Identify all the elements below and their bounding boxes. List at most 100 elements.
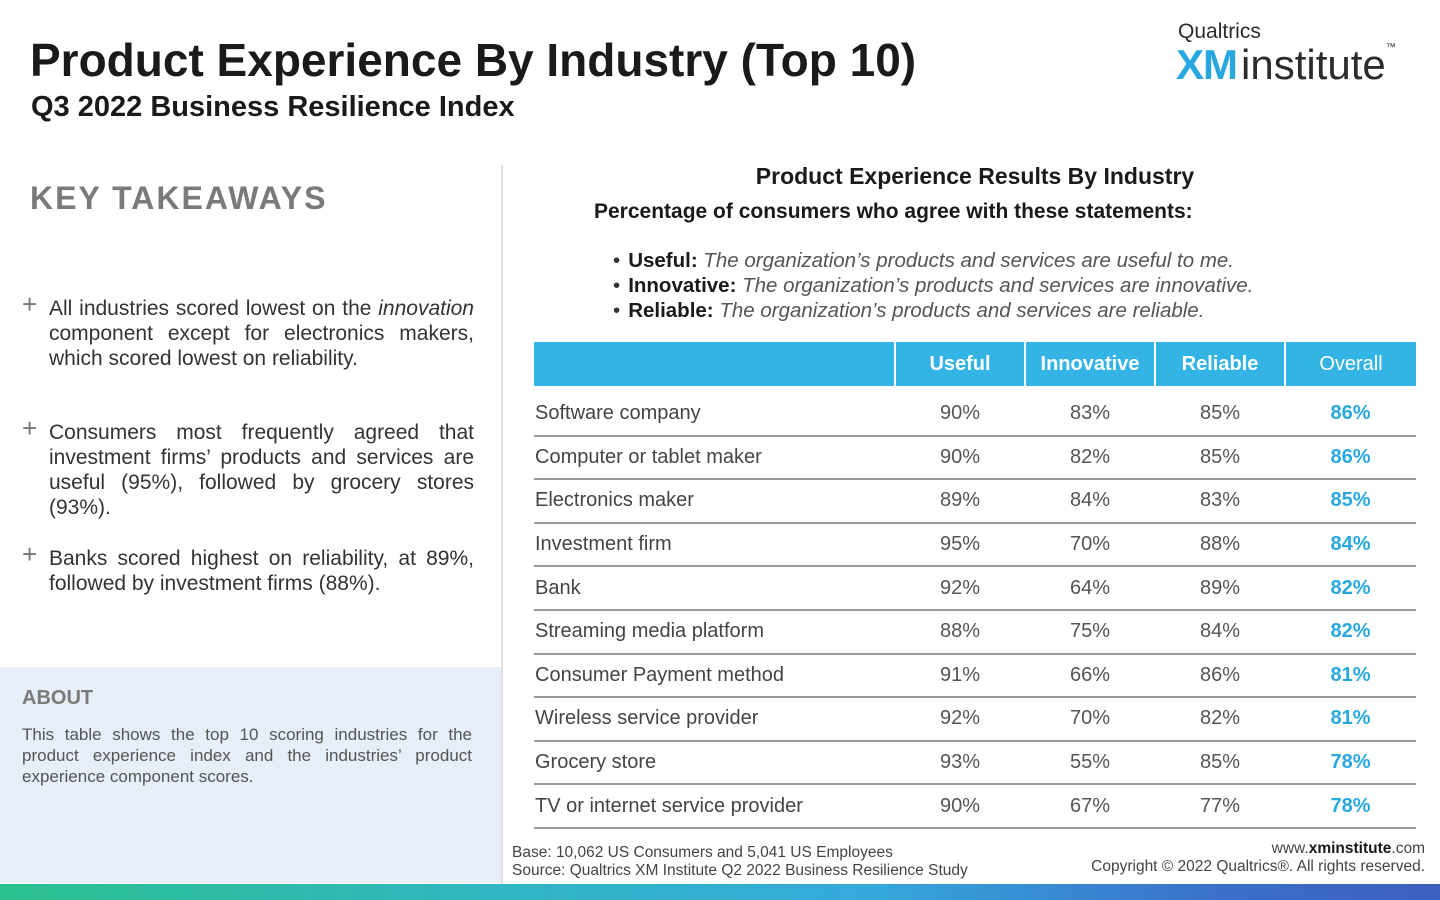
cell-useful: 90%: [895, 435, 1025, 481]
cell-useful: 90%: [895, 392, 1025, 437]
about-heading: ABOUT: [22, 687, 94, 709]
chart-title: Product Experience Results By Industry: [755, 163, 1195, 189]
cell-overall: 82%: [1285, 609, 1416, 655]
table-body: Software company 90% 83% 85% 86% Computer or …: [534, 386, 1416, 829]
cell-industry: TV or internet service provider: [534, 784, 895, 829]
table-row: Wireless service provider 92% 70% 82% 81%: [534, 697, 1416, 742]
table-row: Grocery store 93% 55% 85% 78%: [534, 740, 1416, 786]
definition-useful: • Useful: The organization’s products and…: [613, 249, 1235, 272]
cell-industry: Consumer Payment method: [534, 653, 895, 699]
cell-reliable: 85%: [1155, 435, 1285, 481]
column-header-useful: Useful: [895, 342, 1026, 386]
cell-industry: Electronics maker: [534, 479, 895, 524]
plus-icon: +: [22, 413, 38, 443]
definition-innovative: • Innovative: The organization’s products…: [613, 274, 1254, 297]
vertical-divider: [501, 165, 503, 885]
logo-xm-text: XM: [1176, 41, 1238, 88]
cell-reliable: 84%: [1155, 609, 1285, 655]
cell-industry: Investment firm: [534, 522, 895, 568]
cell-innovative: 64%: [1025, 566, 1155, 611]
plus-icon: +: [22, 289, 38, 319]
cell-innovative: 70%: [1025, 522, 1155, 568]
cell-overall: 84%: [1285, 522, 1416, 568]
column-header-overall: Overall: [1285, 342, 1416, 386]
cell-industry: Computer or tablet maker: [534, 435, 895, 481]
qualtrics-xm-institute-logo: Qualtrics XMinstitute™: [1176, 18, 1426, 88]
cell-industry: Bank: [534, 566, 895, 611]
cell-innovative: 75%: [1025, 609, 1155, 655]
about-text: This table shows the top 10 scoring indu…: [22, 725, 472, 786]
column-header-reliable: Reliable: [1155, 342, 1286, 386]
about-panel: ABOUT This table shows the top 10 scorin…: [0, 667, 501, 883]
page-title: Product Experience By Industry (Top 10): [30, 34, 917, 86]
footnote-source: Source: Qualtrics XM Institute Q2 2022 B…: [512, 862, 968, 879]
cell-industry: Streaming media platform: [534, 609, 895, 655]
page-subtitle: Q3 2022 Business Resilience Index: [31, 91, 515, 123]
cell-useful: 95%: [895, 522, 1025, 568]
cell-reliable: 82%: [1155, 697, 1285, 742]
column-header-industry: [534, 342, 896, 386]
table-row: Streaming media platform 88% 75% 84% 82%: [534, 609, 1416, 655]
takeaway-item: + All industries scored lowest on the in…: [22, 291, 474, 371]
cell-overall: 82%: [1285, 566, 1416, 611]
table-row: Bank 92% 64% 89% 82%: [534, 566, 1416, 611]
cell-overall: 86%: [1285, 435, 1416, 481]
cell-innovative: 70%: [1025, 697, 1155, 742]
column-header-innovative: Innovative: [1025, 342, 1156, 386]
bottom-gradient-bar: [0, 884, 1440, 900]
cell-innovative: 83%: [1025, 392, 1155, 437]
table-header-row: Useful Innovative Reliable Overall: [534, 342, 1416, 386]
cell-reliable: 85%: [1155, 392, 1285, 437]
takeaway-text: Banks scored highest on reliability, at …: [49, 547, 474, 595]
cell-innovative: 55%: [1025, 740, 1155, 786]
footnote-base: Base: 10,062 US Consumers and 5,041 US E…: [512, 844, 893, 861]
cell-innovative: 66%: [1025, 653, 1155, 699]
cell-innovative: 84%: [1025, 479, 1155, 524]
table-row: Computer or tablet maker 90% 82% 85% 86%: [534, 435, 1416, 481]
table-row: Investment firm 95% 70% 88% 84%: [534, 522, 1416, 568]
footnote: Base: 10,062 US Consumers and 5,041 US E…: [512, 844, 968, 880]
cell-reliable: 89%: [1155, 566, 1285, 611]
cell-reliable: 88%: [1155, 522, 1285, 568]
takeaway-item: + Consumers most frequently agreed that …: [22, 415, 474, 520]
chart-subtitle: Percentage of consumers who agree with t…: [594, 200, 1193, 223]
cell-useful: 90%: [895, 784, 1025, 829]
cell-overall: 81%: [1285, 653, 1416, 699]
results-table: Useful Innovative Reliable Overall Softw…: [534, 342, 1416, 829]
cell-reliable: 85%: [1155, 740, 1285, 786]
takeaway-text: Consumers most frequently agreed that in…: [49, 421, 474, 519]
logo-qualtrics-text: Qualtrics: [1178, 20, 1261, 43]
cell-useful: 91%: [895, 653, 1025, 699]
copyright: Copyright © 2022 Qualtrics®. All rights …: [1091, 858, 1425, 875]
definitions-list: • Useful: The organization’s products and…: [613, 248, 1253, 323]
footer-right: www.xminstitute.com Copyright © 2022 Qua…: [1091, 840, 1425, 876]
logo-institute-text: institute: [1241, 41, 1386, 88]
cell-useful: 88%: [895, 609, 1025, 655]
table-row: Software company 90% 83% 85% 86%: [534, 392, 1416, 437]
takeaway-text: All industries scored lowest on the inno…: [49, 297, 474, 370]
table-row: Electronics maker 89% 84% 83% 85%: [534, 479, 1416, 524]
cell-overall: 86%: [1285, 392, 1416, 437]
cell-useful: 93%: [895, 740, 1025, 786]
key-takeaways-heading: KEY TAKEAWAYS: [30, 180, 328, 216]
website-link[interactable]: www.xminstitute.com: [1271, 840, 1425, 857]
cell-useful: 92%: [895, 566, 1025, 611]
cell-overall: 85%: [1285, 479, 1416, 524]
cell-useful: 89%: [895, 479, 1025, 524]
logo-tm-mark: ™: [1385, 42, 1396, 53]
table-row: TV or internet service provider 90% 67% 77%…: [534, 784, 1416, 829]
cell-innovative: 67%: [1025, 784, 1155, 829]
cell-reliable: 86%: [1155, 653, 1285, 699]
cell-reliable: 77%: [1155, 784, 1285, 829]
definition-reliable: • Reliable: The organization’s products a…: [613, 299, 1205, 322]
cell-overall: 81%: [1285, 697, 1416, 742]
cell-industry: Software company: [534, 392, 895, 437]
plus-icon: +: [22, 539, 38, 569]
table-row: Consumer Payment method 91% 66% 86% 81%: [534, 653, 1416, 699]
cell-reliable: 83%: [1155, 479, 1285, 524]
cell-useful: 92%: [895, 697, 1025, 742]
takeaway-item: + Banks scored highest on reliability, a…: [22, 541, 474, 596]
logo-xm-institute: XMinstitute™: [1176, 41, 1396, 88]
cell-overall: 78%: [1285, 784, 1416, 829]
cell-industry: Wireless service provider: [534, 697, 895, 742]
